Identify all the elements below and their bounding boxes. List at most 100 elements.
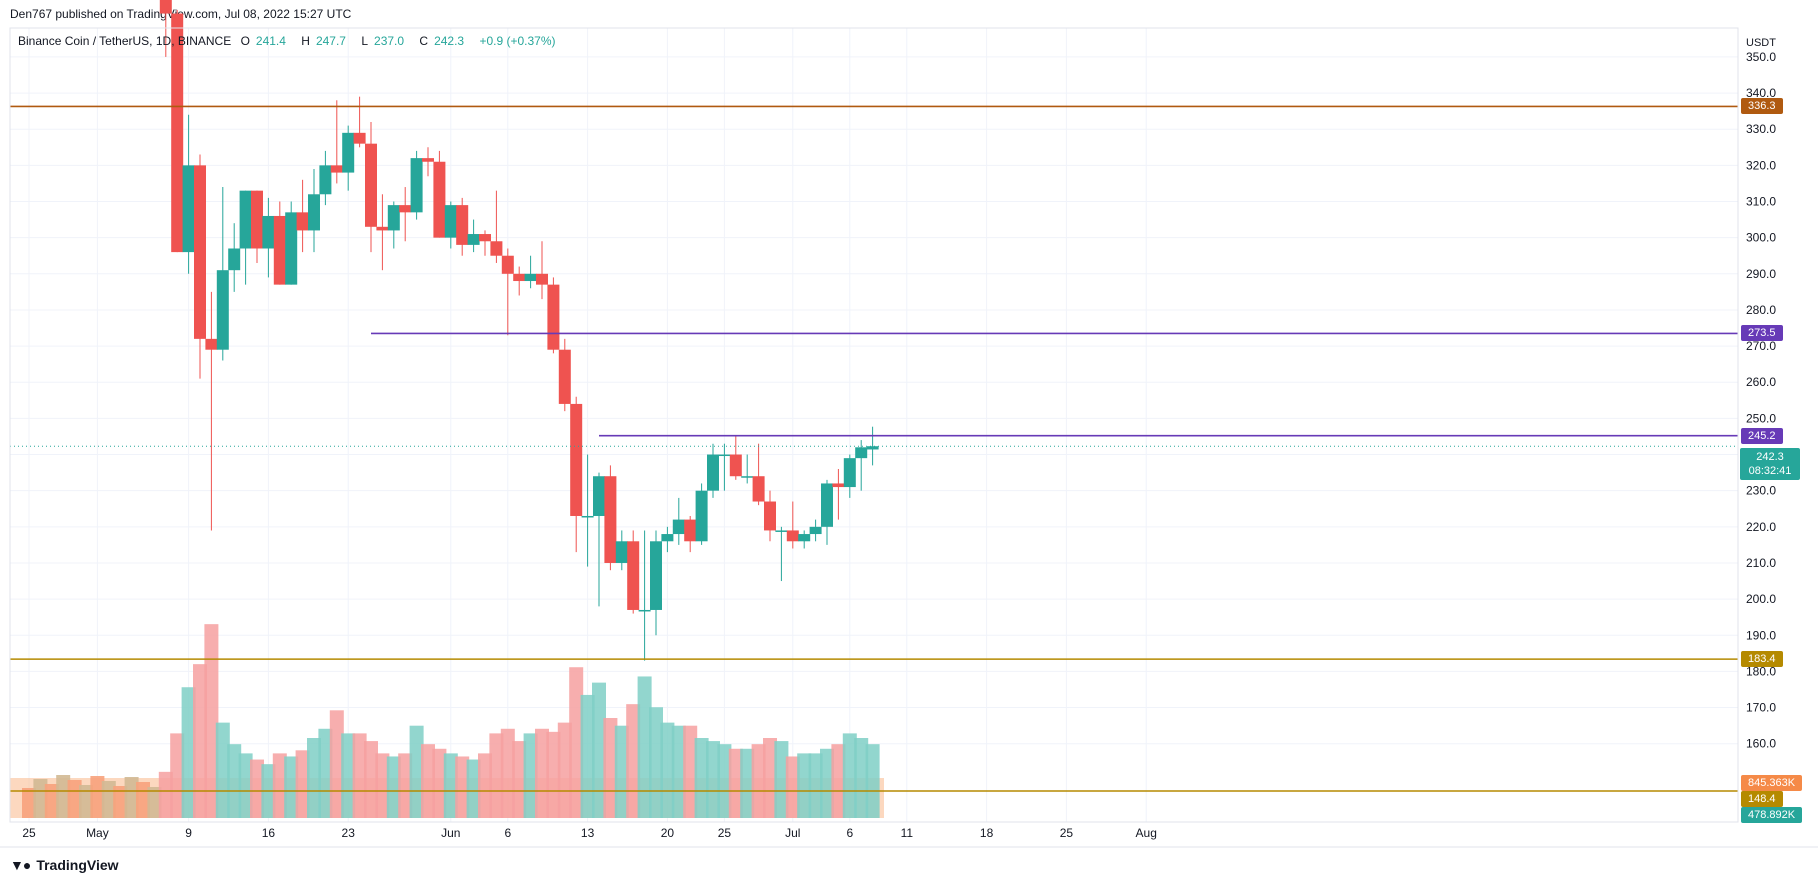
y-tick-label: 280.0 <box>1746 303 1776 317</box>
x-tick-label: 18 <box>980 826 994 840</box>
candle-body <box>775 530 788 532</box>
candle-body <box>672 519 685 535</box>
volume-bar <box>432 748 447 818</box>
candle-body <box>410 158 423 213</box>
volume-bar <box>455 756 470 818</box>
candle-body <box>365 143 377 227</box>
x-tick-label: 6 <box>846 826 853 840</box>
ohlc-legend: Binance Coin / TetherUS, 1D, BINANCE O 24… <box>18 34 562 48</box>
tradingview-logo-icon: ▼● <box>10 857 31 873</box>
volume-bar <box>215 722 230 818</box>
volume-bars <box>10 624 884 818</box>
candle-body <box>159 0 172 14</box>
candle-body <box>638 609 651 612</box>
x-tick-label: 6 <box>504 826 511 840</box>
volume-bar <box>569 667 584 818</box>
candle-body <box>433 161 446 238</box>
candle-body <box>581 515 594 518</box>
volume-bar <box>466 759 481 818</box>
y-tick-label: 210.0 <box>1746 556 1776 570</box>
volume-bar <box>865 744 880 818</box>
x-tick-label: 11 <box>901 826 914 840</box>
volume-bar <box>785 756 800 818</box>
volume-bar <box>307 738 321 818</box>
candle-body <box>650 541 662 610</box>
y-tick-label: 170.0 <box>1746 701 1776 715</box>
y-tick-label: 260.0 <box>1746 375 1776 389</box>
volume-bar <box>512 741 527 818</box>
volume-bar <box>797 753 812 818</box>
candle-body <box>729 454 742 477</box>
volume-badge: 478.892K <box>1741 807 1803 823</box>
price-badge: 183.4 <box>1741 651 1783 668</box>
volume-badge: 845.363K <box>1741 775 1803 791</box>
candle-body <box>661 534 674 542</box>
candle-body <box>604 476 617 563</box>
close-value: C 242.3 <box>419 34 465 48</box>
volume-bar <box>90 776 105 818</box>
candle-body <box>786 530 799 542</box>
volume-bar <box>386 756 401 818</box>
volume-bar <box>820 748 834 818</box>
candles <box>159 0 879 661</box>
volume-bar <box>318 728 333 818</box>
candle-body <box>194 165 206 339</box>
candle-body <box>239 190 252 249</box>
x-tick-label: 23 <box>342 826 356 840</box>
volume-bar <box>227 744 242 818</box>
candle-body <box>501 255 514 274</box>
volume-bar <box>535 728 549 818</box>
volume-bar <box>124 777 139 818</box>
candle-body <box>273 215 286 285</box>
price-badge: 245.2 <box>1741 427 1783 444</box>
candle-body <box>809 526 822 535</box>
candle-body <box>353 132 366 144</box>
y-tick-label: 290.0 <box>1746 267 1776 281</box>
countdown-value: 08:32:41 <box>1748 465 1792 477</box>
volume-bar <box>295 750 310 818</box>
y-tick-label: 300.0 <box>1746 231 1776 245</box>
x-tick-label: 9 <box>185 826 192 840</box>
volume-bar <box>398 753 413 818</box>
candle-body <box>821 483 833 527</box>
candle-body <box>558 349 571 404</box>
x-tick-label: 16 <box>262 826 276 840</box>
candle-body <box>752 476 765 502</box>
price-badge: 273.5 <box>1741 325 1783 342</box>
high-value: H 247.7 <box>301 34 346 48</box>
candle-body <box>467 234 480 245</box>
footer-brand[interactable]: ▼● TradingView <box>10 857 119 873</box>
volume-bar <box>706 741 720 818</box>
grid <box>10 28 1738 822</box>
candle-body <box>627 541 640 610</box>
y-tick-label: 310.0 <box>1746 195 1776 209</box>
low-value: L 237.0 <box>361 34 405 48</box>
candle-body <box>855 447 868 459</box>
candle-body <box>707 454 719 491</box>
symbol-label: Binance Coin / TetherUS, 1D, BINANCE <box>18 34 232 48</box>
volume-bar <box>580 694 595 818</box>
volume-bar <box>364 741 378 818</box>
volume-bar <box>500 728 515 818</box>
candle-body <box>843 458 856 488</box>
candle-body <box>524 273 537 282</box>
candle-body <box>182 165 195 253</box>
change-value: +0.9 (+0.37%) <box>479 34 556 48</box>
candle-body <box>205 338 218 350</box>
candle-body <box>444 205 457 238</box>
volume-bar <box>694 738 709 818</box>
volume-bar <box>147 787 162 818</box>
candle-body <box>422 158 434 162</box>
x-tick-label: 20 <box>661 826 675 840</box>
x-tick-label: 25 <box>718 826 732 840</box>
y-tick-label: 350.0 <box>1746 50 1776 64</box>
volume-bar <box>637 676 652 818</box>
volume-bar <box>238 753 253 818</box>
current-price-badge: 242.3 08:32:41 <box>1740 448 1800 480</box>
volume-bar <box>193 664 207 818</box>
volume-bar <box>717 744 732 818</box>
volume-bar <box>728 748 743 818</box>
x-tick-label: 13 <box>581 826 595 840</box>
volume-bar <box>842 733 857 818</box>
